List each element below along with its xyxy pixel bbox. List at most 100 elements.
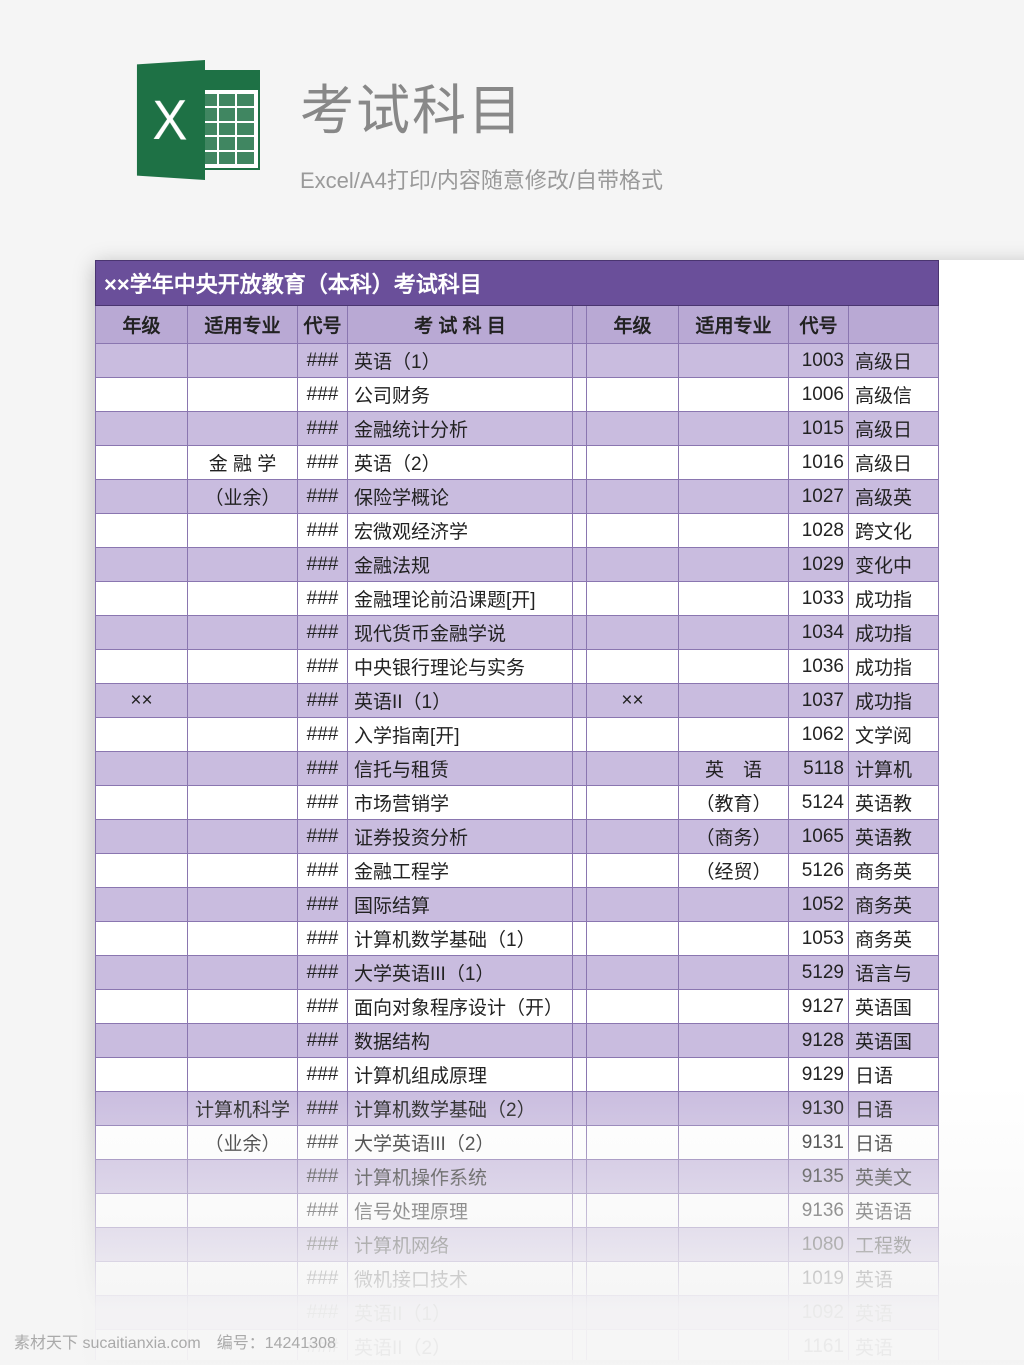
- table-row: （业余）###保险学概论1027高级英: [96, 480, 939, 514]
- cell-grade: [96, 956, 188, 990]
- cell-major: （业余）: [188, 480, 298, 514]
- cell-subject: 计算机网络: [348, 1228, 573, 1262]
- cell-gap: [573, 548, 587, 582]
- cell-grade2: [587, 378, 679, 412]
- cell-code: ###: [298, 956, 348, 990]
- cell-major2: [679, 514, 789, 548]
- cell-major2: [679, 480, 789, 514]
- cell-grade: [96, 480, 188, 514]
- table-row: ###英语（1）1003高级日: [96, 344, 939, 378]
- cell-code: ###: [298, 378, 348, 412]
- cell-code: ###: [298, 1262, 348, 1296]
- cell-major: [188, 786, 298, 820]
- cell-grade2: [587, 1126, 679, 1160]
- cell-major: [188, 752, 298, 786]
- cell-grade: [96, 378, 188, 412]
- cell-subject2: 日语: [849, 1092, 939, 1126]
- cell-code: ###: [298, 616, 348, 650]
- cell-major: [188, 1160, 298, 1194]
- cell-code2: 1016: [789, 446, 849, 480]
- table-row: ###证券投资分析（商务）1065英语教: [96, 820, 939, 854]
- cell-gap: [573, 854, 587, 888]
- cell-grade2: [587, 412, 679, 446]
- cell-subject2: 成功指: [849, 616, 939, 650]
- cell-gap: [573, 820, 587, 854]
- cell-code2: 1053: [789, 922, 849, 956]
- cell-subject: 金融法规: [348, 548, 573, 582]
- table-row: ###中央银行理论与实务1036成功指: [96, 650, 939, 684]
- table-row: ###金融理论前沿课题[开]1033成功指: [96, 582, 939, 616]
- cell-code2: 5129: [789, 956, 849, 990]
- cell-code: ###: [298, 446, 348, 480]
- cell-code: ###: [298, 1058, 348, 1092]
- cell-grade2: [587, 1228, 679, 1262]
- cell-major2: [679, 344, 789, 378]
- cell-subject2: 英语: [849, 1330, 939, 1361]
- cell-subject: 现代货币金融学说: [348, 616, 573, 650]
- cell-major: [188, 990, 298, 1024]
- cell-subject: 数据结构: [348, 1024, 573, 1058]
- table-row: ###面向对象程序设计（开）9127英语国: [96, 990, 939, 1024]
- cell-grade2: ××: [587, 684, 679, 718]
- table-row: ###现代货币金融学说 1034成功指: [96, 616, 939, 650]
- cell-gap: [573, 956, 587, 990]
- cell-grade2: [587, 344, 679, 378]
- cell-grade2: [587, 1330, 679, 1361]
- cell-subject2: 高级日: [849, 344, 939, 378]
- cell-grade: [96, 650, 188, 684]
- col-major2: 适用专业: [679, 306, 789, 344]
- cell-code2: 1034: [789, 616, 849, 650]
- cell-major: [188, 888, 298, 922]
- cell-subject2: 成功指: [849, 650, 939, 684]
- cell-code2: 9128: [789, 1024, 849, 1058]
- col-code2: 代号: [789, 306, 849, 344]
- cell-major2: （经贸）: [679, 854, 789, 888]
- cell-gap: [573, 1296, 587, 1330]
- table-row: ###信托与租赁英 语5118计算机: [96, 752, 939, 786]
- col-subject2: [849, 306, 939, 344]
- table-row: ###信号处理原理9136英语语: [96, 1194, 939, 1228]
- table-title: ××学年中央开放教育（本科）考试科目: [96, 261, 939, 306]
- table-row: ###计算机操作系统9135英美文: [96, 1160, 939, 1194]
- page-header: X 考试科目 Excel/A4打印/内容随意修改/自带格式: [0, 0, 1024, 225]
- cell-code: ###: [298, 752, 348, 786]
- cell-grade: [96, 514, 188, 548]
- cell-grade2: [587, 718, 679, 752]
- cell-gap: [573, 718, 587, 752]
- cell-code: ###: [298, 1228, 348, 1262]
- cell-major: [188, 650, 298, 684]
- cell-code2: 1028: [789, 514, 849, 548]
- cell-major: [188, 956, 298, 990]
- cell-subject: 国际结算: [348, 888, 573, 922]
- cell-major2: [679, 1092, 789, 1126]
- cell-subject2: 成功指: [849, 684, 939, 718]
- cell-code2: 1092: [789, 1296, 849, 1330]
- cell-grade2: [587, 582, 679, 616]
- cell-grade: [96, 1228, 188, 1262]
- cell-grade2: [587, 1194, 679, 1228]
- cell-grade2: [587, 752, 679, 786]
- cell-grade: ××: [96, 684, 188, 718]
- cell-gap: [573, 922, 587, 956]
- cell-major: 金 融 学: [188, 446, 298, 480]
- cell-subject: 计算机数学基础（1）: [348, 922, 573, 956]
- cell-subject: 英语II（1）: [348, 684, 573, 718]
- cell-code2: 1019: [789, 1262, 849, 1296]
- cell-subject2: 工程数: [849, 1228, 939, 1262]
- cell-subject2: 英语教: [849, 820, 939, 854]
- cell-subject: 证券投资分析: [348, 820, 573, 854]
- cell-grade: [96, 752, 188, 786]
- cell-major: [188, 514, 298, 548]
- cell-subject: 计算机操作系统: [348, 1160, 573, 1194]
- cell-code: ###: [298, 480, 348, 514]
- cell-gap: [573, 582, 587, 616]
- cell-major2: [679, 922, 789, 956]
- cell-major2: [679, 616, 789, 650]
- cell-grade: [96, 1262, 188, 1296]
- cell-subject2: 高级信: [849, 378, 939, 412]
- cell-major2: [679, 1296, 789, 1330]
- cell-gap: [573, 990, 587, 1024]
- cell-code2: 9127: [789, 990, 849, 1024]
- cell-subject2: 英语教: [849, 786, 939, 820]
- cell-subject2: 商务英: [849, 854, 939, 888]
